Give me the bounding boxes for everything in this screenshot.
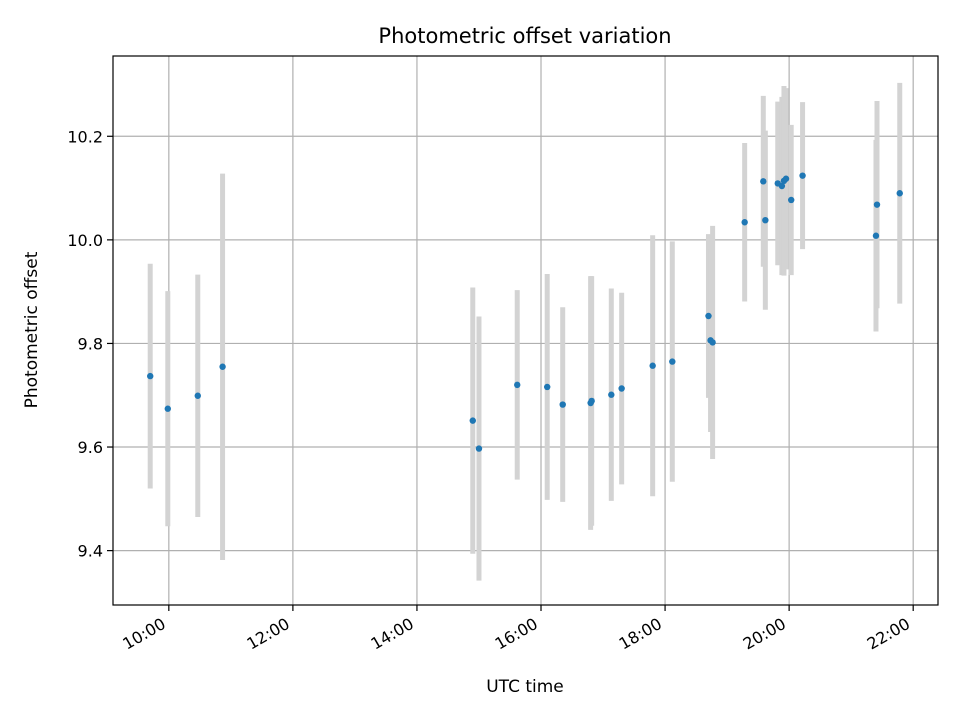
data-point: [669, 358, 676, 365]
data-point: [194, 392, 201, 399]
data-point: [514, 381, 521, 389]
y-tick-label: 10.0: [67, 231, 103, 250]
x-axis-label: UTC time: [486, 677, 564, 697]
data-point: [147, 372, 154, 380]
data-point: [475, 445, 483, 452]
data-point: [588, 397, 595, 405]
data-point: [469, 417, 476, 424]
data-point: [787, 196, 795, 204]
data-point: [799, 172, 806, 179]
data-point: [782, 175, 790, 182]
chart-title: Photometric offset variation: [378, 24, 671, 48]
y-axis-label: Photometric offset: [22, 251, 42, 408]
data-point: [709, 339, 716, 346]
data-point: [760, 178, 767, 185]
data-point: [873, 201, 881, 208]
y-tick-label: 9.4: [78, 542, 103, 561]
data-point: [618, 385, 625, 392]
data-point: [872, 232, 880, 239]
y-tick-label: 10.2: [67, 127, 103, 146]
data-point: [705, 312, 712, 320]
data-point: [608, 391, 615, 398]
data-point: [741, 219, 748, 226]
data-point: [164, 405, 171, 412]
data-point: [559, 401, 566, 408]
data-point: [762, 216, 769, 224]
y-tick-label: 9.6: [78, 438, 103, 457]
data-point: [649, 362, 656, 369]
y-axis-ticks: 9.4 9.6 9.8 10.0 10.2: [67, 127, 113, 561]
data-point: [219, 363, 226, 370]
data-point: [778, 182, 786, 190]
data-points: [147, 172, 903, 452]
y-tick-label: 9.8: [78, 334, 103, 353]
data-point: [896, 190, 903, 197]
plot-area-frame: [112, 55, 939, 606]
data-point: [544, 383, 551, 391]
